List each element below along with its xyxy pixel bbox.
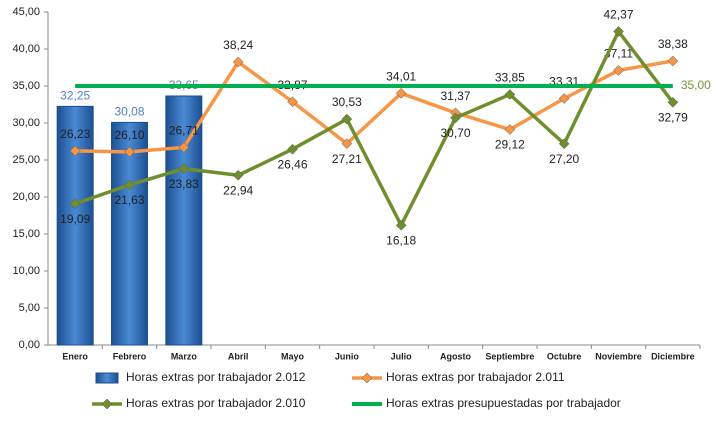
marker — [667, 55, 679, 67]
marker — [69, 198, 81, 210]
x-tick-label: Diciembre — [651, 351, 695, 361]
data-label: 30,70 — [440, 126, 470, 140]
x-tick-label: Febrero — [113, 351, 147, 361]
data-label: 26,46 — [277, 157, 307, 171]
marker — [395, 87, 407, 99]
data-label: 22,94 — [223, 183, 253, 197]
legend-swatch — [95, 372, 119, 384]
marker — [667, 97, 679, 108]
y-tick-label: 5,00 — [19, 302, 40, 314]
data-label: 19,09 — [60, 212, 90, 226]
data-label: 29,12 — [495, 138, 525, 152]
y-tick-label: 40,00 — [12, 43, 40, 55]
data-label: 16,18 — [386, 233, 416, 247]
x-tick-label: Enero — [62, 351, 88, 361]
y-tick-label: 25,00 — [12, 154, 40, 166]
data-label: 35,00 — [681, 78, 711, 92]
x-tick-label: Octubre — [547, 351, 582, 361]
x-tick-label: Agosto — [440, 351, 471, 361]
marker — [287, 143, 298, 155]
data-label: 42,37 — [603, 8, 633, 22]
data-label: 38,24 — [223, 38, 253, 52]
data-label: 34,01 — [386, 69, 416, 83]
x-tick-label: Marzo — [171, 351, 198, 361]
x-tick-label: Mayo — [281, 351, 305, 361]
data-label: 27,21 — [332, 152, 362, 166]
marker — [613, 65, 624, 76]
data-label: 21,63 — [114, 193, 144, 207]
marker — [232, 169, 244, 181]
marker — [341, 138, 353, 149]
data-label: 27,20 — [549, 152, 579, 166]
y-tick-label: 35,00 — [12, 80, 40, 92]
x-tick-label: Julio — [391, 351, 413, 361]
y-tick-label: 10,00 — [12, 265, 40, 277]
y-tick-label: 15,00 — [12, 228, 40, 240]
series-line — [74, 29, 675, 228]
data-label: 26,23 — [60, 127, 90, 141]
x-tick-label: Noviembre — [595, 351, 642, 361]
legend-marker — [361, 372, 373, 384]
legend-label: Horas extras por trabajador 2.012 — [126, 370, 306, 384]
data-label: 26,10 — [114, 128, 144, 142]
marker — [178, 163, 190, 175]
data-label: 31,37 — [440, 89, 470, 103]
marker — [450, 112, 461, 124]
data-label: 32,25 — [60, 89, 90, 103]
y-tick-label: 45,00 — [12, 6, 40, 18]
data-label: 26,71 — [169, 124, 199, 138]
data-label: 38,38 — [658, 37, 688, 51]
marker — [124, 146, 135, 158]
marker — [232, 56, 244, 68]
x-tick-label: Abril — [228, 351, 249, 361]
marker — [287, 96, 298, 108]
marker — [69, 145, 81, 157]
marker — [395, 219, 407, 231]
x-tick-label: Septiembre — [485, 351, 534, 361]
marker — [558, 93, 570, 104]
legend-label: Horas extras por trabajador 2.011 — [386, 370, 565, 384]
y-tick-label: 20,00 — [12, 191, 40, 203]
marker — [613, 26, 624, 37]
marker — [558, 138, 570, 150]
data-label: 23,83 — [169, 177, 199, 191]
series-line — [75, 59, 674, 154]
data-label: 33,85 — [495, 71, 525, 85]
marker — [341, 113, 353, 125]
y-tick-label: 0,00 — [19, 339, 40, 351]
marker — [124, 179, 135, 191]
marker — [504, 89, 516, 100]
legend-marker — [101, 398, 113, 410]
bar — [165, 95, 203, 346]
legend-label: Horas extras presupuestadas por trabajad… — [386, 396, 621, 410]
data-label: 30,53 — [332, 95, 362, 109]
data-label: 30,08 — [114, 105, 144, 119]
marker — [504, 124, 516, 135]
marker — [178, 141, 190, 153]
data-label: 32,79 — [658, 111, 688, 125]
legend-label: Horas extras por trabajador 2.010 — [126, 396, 306, 410]
x-tick-label: Junio — [335, 351, 360, 361]
y-tick-label: 30,00 — [12, 117, 40, 129]
bar — [111, 121, 148, 346]
